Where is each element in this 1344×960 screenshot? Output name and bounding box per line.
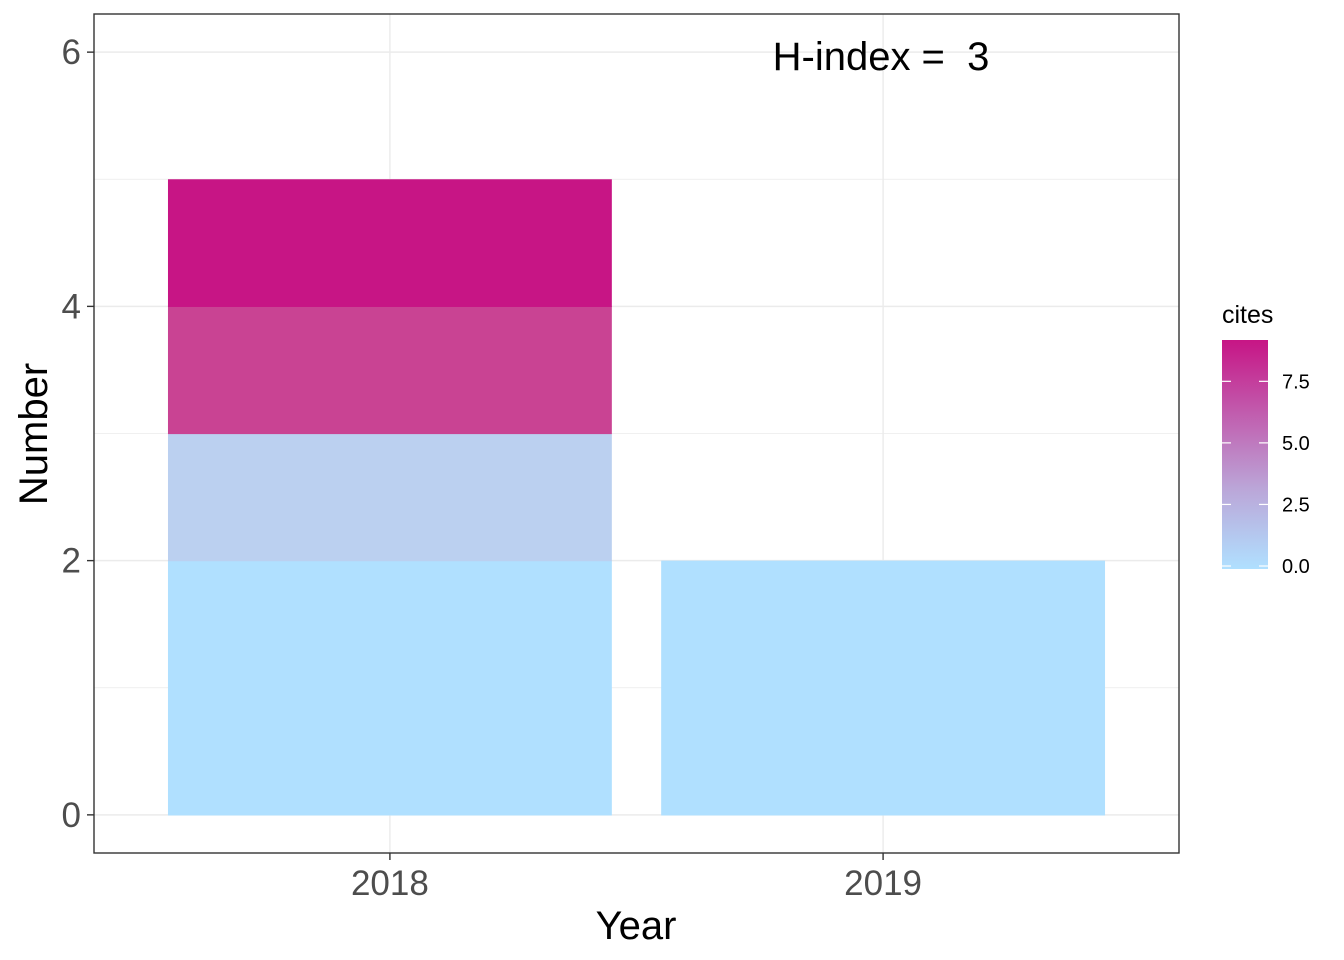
legend-tick-label: 0.0	[1282, 556, 1310, 578]
bar-segment-2019	[661, 687, 1106, 816]
y-tick-label: 2	[62, 542, 81, 581]
legend-tick-label: 2.5	[1282, 494, 1310, 516]
axes: 0 2 4 6 2018 2019	[62, 33, 922, 903]
bars	[167, 179, 1106, 816]
y-tick-label: 0	[62, 796, 81, 835]
y-axis-title: Number	[12, 363, 56, 505]
legend: cites 0.0 2.5 5.0 7.5	[1222, 301, 1310, 578]
bar-segment-2018	[167, 433, 612, 562]
legend-title: cites	[1222, 301, 1273, 329]
x-axis-title: Year	[596, 904, 677, 948]
legend-ticks: 0.0 2.5 5.0 7.5	[1222, 371, 1310, 578]
y-tick-label: 4	[62, 287, 81, 326]
panel-border	[93, 13, 1180, 854]
bar-segment-2018	[167, 687, 612, 816]
bar-segment-2019	[661, 560, 1106, 689]
bar-segment-2018	[167, 179, 612, 307]
legend-tick-label: 7.5	[1282, 371, 1310, 393]
legend-tick-label: 5.0	[1282, 433, 1310, 455]
y-tick-label: 6	[62, 33, 81, 72]
x-tick-label: 2018	[351, 864, 429, 903]
annotation-h-index: H-index = 3	[773, 35, 990, 79]
legend-colorbar	[1222, 340, 1268, 569]
bar-segment-2018	[167, 560, 612, 689]
bar-segment-2018	[167, 306, 612, 435]
x-tick-label: 2019	[844, 864, 922, 903]
